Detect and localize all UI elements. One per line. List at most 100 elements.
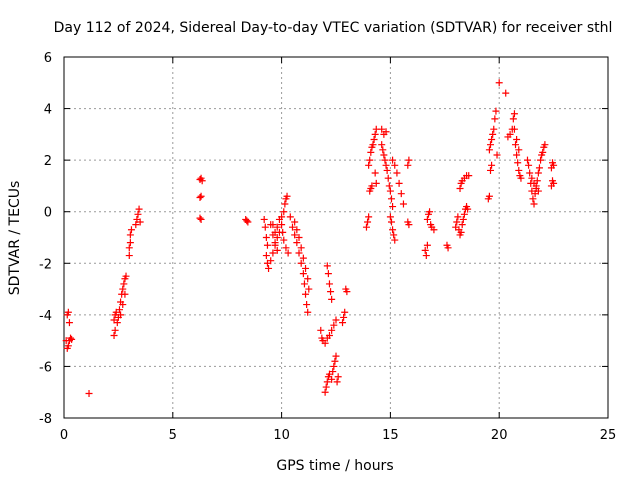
data-point <box>368 182 376 190</box>
data-point <box>125 244 133 252</box>
y-axis-label: SDTVAR / TECUs <box>7 181 23 296</box>
data-point <box>460 210 468 218</box>
x-axis-label: GPS time / hours <box>276 458 393 474</box>
data-point <box>486 141 494 149</box>
data-point <box>404 161 412 169</box>
data-point <box>122 272 130 280</box>
data-point <box>515 166 523 174</box>
data-point <box>382 128 390 136</box>
data-point <box>488 136 496 144</box>
data-point <box>489 130 497 138</box>
data-point <box>196 194 204 202</box>
data-point <box>465 172 473 180</box>
data-point <box>267 257 275 265</box>
data-point <box>333 378 341 386</box>
data-point <box>273 234 281 241</box>
data-point <box>389 156 397 164</box>
data-point <box>334 373 342 381</box>
data-point <box>365 213 373 221</box>
data-point <box>125 252 133 260</box>
y-tick-label: 0 <box>44 206 52 221</box>
data-point <box>370 136 378 144</box>
data-point <box>386 213 394 221</box>
y-tick-label: -6 <box>39 360 52 375</box>
data-point <box>111 326 119 334</box>
data-point <box>381 156 389 164</box>
data-point <box>280 236 288 244</box>
data-point <box>197 192 205 200</box>
data-point <box>506 130 514 138</box>
data-point <box>341 308 349 316</box>
data-point <box>399 200 407 208</box>
data-point <box>510 110 518 118</box>
data-point <box>295 234 303 241</box>
data-point <box>126 231 134 239</box>
data-point <box>550 179 558 187</box>
data-point <box>528 174 536 182</box>
data-point <box>492 107 500 115</box>
data-point <box>384 174 392 182</box>
data-point <box>198 177 206 185</box>
data-point <box>293 239 301 247</box>
data-point <box>513 136 521 144</box>
data-point <box>457 228 465 236</box>
data-point <box>117 311 125 319</box>
y-tick-label: -4 <box>39 309 52 324</box>
data-point <box>119 285 127 293</box>
data-point <box>379 146 387 154</box>
axis-ticks: 0 5 10 15 20 25 -8 -6 -4 -2 0 2 4 6 <box>39 51 616 443</box>
x-tick-label: 25 <box>600 428 617 443</box>
data-point <box>459 215 467 223</box>
data-point <box>263 241 271 249</box>
data-point <box>371 169 379 177</box>
data-point <box>530 200 538 208</box>
data-point <box>299 270 307 278</box>
data-point <box>324 270 332 278</box>
data-point <box>405 221 413 229</box>
data-point <box>127 226 135 234</box>
data-point <box>397 190 405 198</box>
data-point <box>426 208 434 216</box>
data-point <box>332 352 340 360</box>
data-point <box>304 308 312 316</box>
data-point <box>328 326 336 334</box>
data-point <box>136 218 144 226</box>
data-point <box>391 236 399 244</box>
data-point <box>197 215 205 223</box>
data-point <box>135 205 143 213</box>
data-point <box>535 164 543 172</box>
data-points <box>62 79 558 398</box>
data-point <box>134 210 142 218</box>
x-tick-label: 15 <box>382 428 399 443</box>
data-point <box>405 156 413 164</box>
y-tick-label: 2 <box>44 154 52 169</box>
data-point <box>325 331 333 339</box>
data-point <box>317 326 325 334</box>
x-tick-label: 5 <box>169 428 177 443</box>
data-point <box>302 264 310 272</box>
data-point <box>502 89 510 97</box>
data-point <box>369 141 377 149</box>
data-point <box>491 115 499 123</box>
data-point <box>302 290 310 298</box>
data-point <box>512 141 520 149</box>
data-point <box>371 130 379 138</box>
data-point <box>525 161 533 169</box>
data-point <box>244 218 252 226</box>
data-point <box>291 231 299 239</box>
data-point <box>282 244 290 252</box>
data-point <box>288 223 296 231</box>
data-point <box>132 221 140 229</box>
data-point <box>273 223 281 231</box>
data-point <box>517 174 525 182</box>
data-point <box>322 383 330 391</box>
data-point <box>85 390 93 398</box>
data-point <box>515 146 523 154</box>
data-point <box>364 218 372 226</box>
data-point <box>293 226 301 234</box>
data-point <box>534 187 542 195</box>
data-point <box>488 161 496 169</box>
data-point <box>262 252 270 260</box>
data-point <box>328 295 336 303</box>
y-tick-label: 6 <box>44 51 52 66</box>
